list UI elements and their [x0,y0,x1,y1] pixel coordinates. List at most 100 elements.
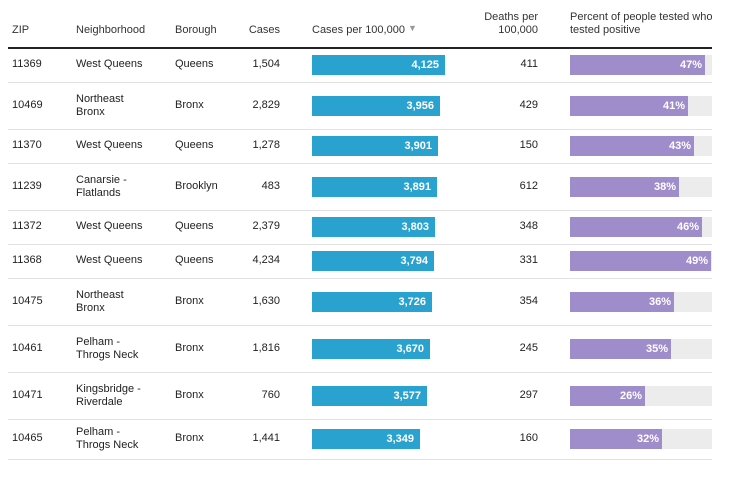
zip-cell: 10469 [12,99,43,111]
borough-cell: Queens [175,139,214,151]
neighborhood-line: Throgs Neck [76,439,139,451]
zip-cell: 10471 [12,389,43,401]
percent-positive-track: 35% [570,339,712,359]
percent-positive-bar: 49% [570,251,711,271]
neighborhood-cell: West Queens [76,139,166,152]
neighborhood-line: Pelham - [76,336,121,348]
percent-positive-label: 49% [685,255,708,267]
column-header-cases[interactable]: Cases [248,24,280,36]
borough-cell: Bronx [175,342,204,354]
cases-per-100k-label: 3,803 [401,221,429,233]
deaths-per-100k-cell: 245 [519,342,538,354]
zip-cell: 11239 [12,180,42,192]
table-row: 10471 Kingsbridge - Riverdale Bronx 760 3,577… [8,373,712,420]
cases-per-100k-label: 3,794 [400,255,428,267]
cases-per-100k-label: 3,577 [393,390,421,402]
deaths-per-100k-cell: 150 [519,139,538,151]
cases-cell: 1,278 [252,139,280,151]
cases-per-100k-bar: 3,349 [312,429,420,449]
zip-cell: 10461 [12,342,43,354]
table-header: ZIP Neighborhood Borough Cases Cases per… [8,0,712,49]
percent-positive-label: 47% [679,59,702,71]
neighborhood-line: West Queens [76,220,143,232]
zip-cell: 10465 [12,432,43,444]
pct-header-line: Percent of people tested who [570,11,713,23]
percent-positive-track: 26% [570,386,712,406]
deaths-header-line: 100,000 [498,24,538,36]
deaths-per-100k-cell: 331 [519,254,538,266]
column-header-zip[interactable]: ZIP [12,24,30,36]
cases-per-100k-bar: 4,125 [312,55,445,75]
cases-cell: 1,504 [252,58,280,70]
table-row: 10465 Pelham - Throgs Neck Bronx 1,441 3,349 1… [8,420,712,460]
covid-zip-table: ZIP Neighborhood Borough Cases Cases per… [0,0,749,460]
cases-cell: 1,441 [252,432,280,444]
neighborhood-line: Kingsbridge - [76,383,141,395]
table-row: 11368 West Queens Queens 4,234 3,794 331 49% [8,245,712,279]
neighborhood-line: Riverdale [76,396,123,408]
table-row: 11370 West Queens Queens 1,278 3,901 150 43% [8,130,712,164]
percent-positive-label: 38% [653,181,676,193]
cases-per-100k-label: 3,670 [396,343,424,355]
percent-positive-track: 36% [570,292,712,312]
cases-cell: 1,816 [252,342,280,354]
neighborhood-cell: Kingsbridge - Riverdale [76,383,166,409]
percent-positive-label: 36% [648,296,671,308]
sort-descending-icon[interactable]: ▼ [408,23,417,33]
column-header-percent-positive[interactable]: Percent of people tested who tested posi… [570,11,720,37]
percent-positive-label: 41% [662,100,685,112]
deaths-per-100k-cell: 429 [519,99,538,111]
percent-positive-label: 43% [668,140,691,152]
percent-positive-label: 35% [645,343,668,355]
zip-cell: 11369 [12,58,42,70]
percent-positive-track: 43% [570,136,712,156]
neighborhood-cell: West Queens [76,220,166,233]
neighborhood-line: Bronx [76,302,105,314]
neighborhood-line: Flatlands [76,187,121,199]
column-header-deaths-per-100k[interactable]: Deaths per 100,000 [468,11,538,37]
deaths-per-100k-cell: 411 [520,58,538,70]
borough-cell: Brooklyn [175,180,218,192]
percent-positive-label: 26% [619,390,642,402]
percent-positive-bar: 41% [570,96,688,116]
neighborhood-line: Bronx [76,106,105,118]
deaths-per-100k-cell: 348 [519,220,538,232]
table-row: 11369 West Queens Queens 1,504 4,125 411 47% [8,49,712,83]
cases-per-100k-bar: 3,670 [312,339,430,359]
percent-positive-bar: 43% [570,136,694,156]
percent-positive-track: 38% [570,177,712,197]
neighborhood-cell: West Queens [76,58,166,71]
column-header-cases-per-100k[interactable]: Cases per 100,000 [312,24,405,36]
table-row: 10461 Pelham - Throgs Neck Bronx 1,816 3,670 2… [8,326,712,373]
cases-per-100k-bar: 3,794 [312,251,434,271]
percent-positive-bar: 36% [570,292,674,312]
neighborhood-line: Northeast [76,93,124,105]
deaths-per-100k-cell: 160 [519,432,538,444]
percent-positive-bar: 46% [570,217,702,237]
cases-per-100k-label: 3,901 [404,140,432,152]
borough-cell: Queens [175,220,214,232]
neighborhood-cell: Northeast Bronx [76,289,166,315]
cases-per-100k-label: 3,349 [386,433,414,445]
percent-positive-bar: 38% [570,177,679,197]
cases-per-100k-label: 4,125 [411,59,439,71]
cases-per-100k-bar: 3,901 [312,136,438,156]
deaths-per-100k-cell: 297 [519,389,538,401]
cases-per-100k-label: 3,726 [398,296,426,308]
cases-cell: 2,829 [252,99,280,111]
percent-positive-bar: 35% [570,339,671,359]
zip-cell: 11370 [12,139,42,151]
cases-cell: 483 [261,180,280,192]
cases-per-100k-label: 3,956 [406,100,434,112]
zip-cell: 11372 [12,220,42,232]
neighborhood-line: West Queens [76,139,143,151]
table-row: 10469 Northeast Bronx Bronx 2,829 3,956 429 41% [8,83,712,130]
neighborhood-cell: Canarsie - Flatlands [76,174,166,200]
borough-cell: Bronx [175,432,204,444]
percent-positive-bar: 26% [570,386,645,406]
borough-cell: Bronx [175,389,204,401]
column-header-borough[interactable]: Borough [175,24,217,36]
column-header-neighborhood[interactable]: Neighborhood [76,24,146,36]
cases-cell: 2,379 [252,220,280,232]
cases-per-100k-bar: 3,956 [312,96,440,116]
